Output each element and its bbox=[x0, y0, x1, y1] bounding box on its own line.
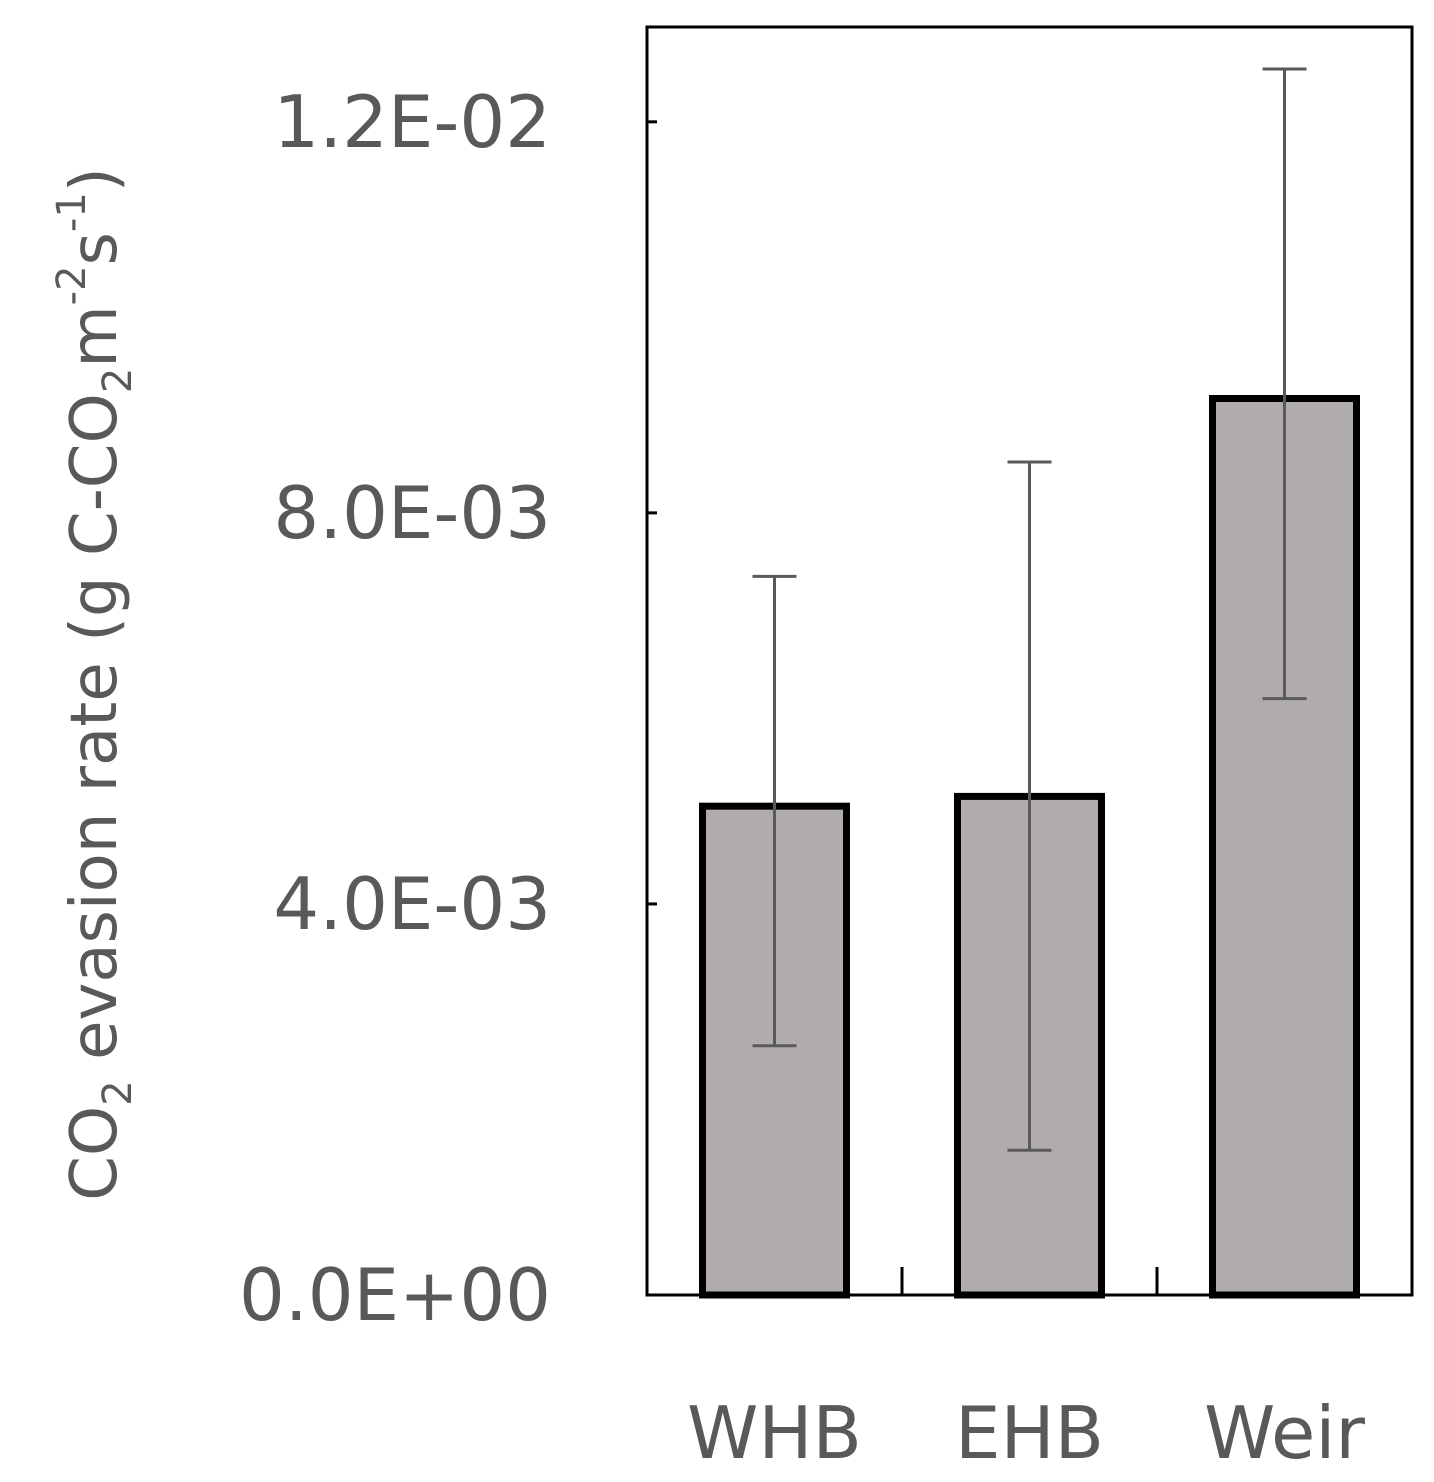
error-bar-whb bbox=[752, 574, 797, 1048]
error-bars-group bbox=[752, 67, 1307, 1152]
x-axis: WHB EHB Weir bbox=[687, 1267, 1365, 1475]
y-axis-title: CO2 evasion rate (g C-CO2m-2s-1) bbox=[49, 167, 141, 1201]
y-axis-title-group: CO2 evasion rate (g C-CO2m-2s-1) bbox=[49, 167, 141, 1201]
error-bar-ehb bbox=[1007, 460, 1052, 1152]
x-tick-label: EHB bbox=[955, 1391, 1104, 1475]
y-tick-label: 4.0E-03 bbox=[273, 862, 551, 946]
y-tick-label: 8.0E-03 bbox=[273, 471, 551, 555]
y-tick-label: 0.0E+00 bbox=[239, 1253, 551, 1337]
y-axis: 0.0E+00 4.0E-03 8.0E-03 1.2E-02 bbox=[239, 80, 657, 1337]
x-tick-label: Weir bbox=[1204, 1391, 1365, 1475]
x-tick-label: WHB bbox=[687, 1391, 862, 1475]
error-bar-weir bbox=[1262, 67, 1307, 701]
y-tick-label: 1.2E-02 bbox=[273, 80, 551, 164]
